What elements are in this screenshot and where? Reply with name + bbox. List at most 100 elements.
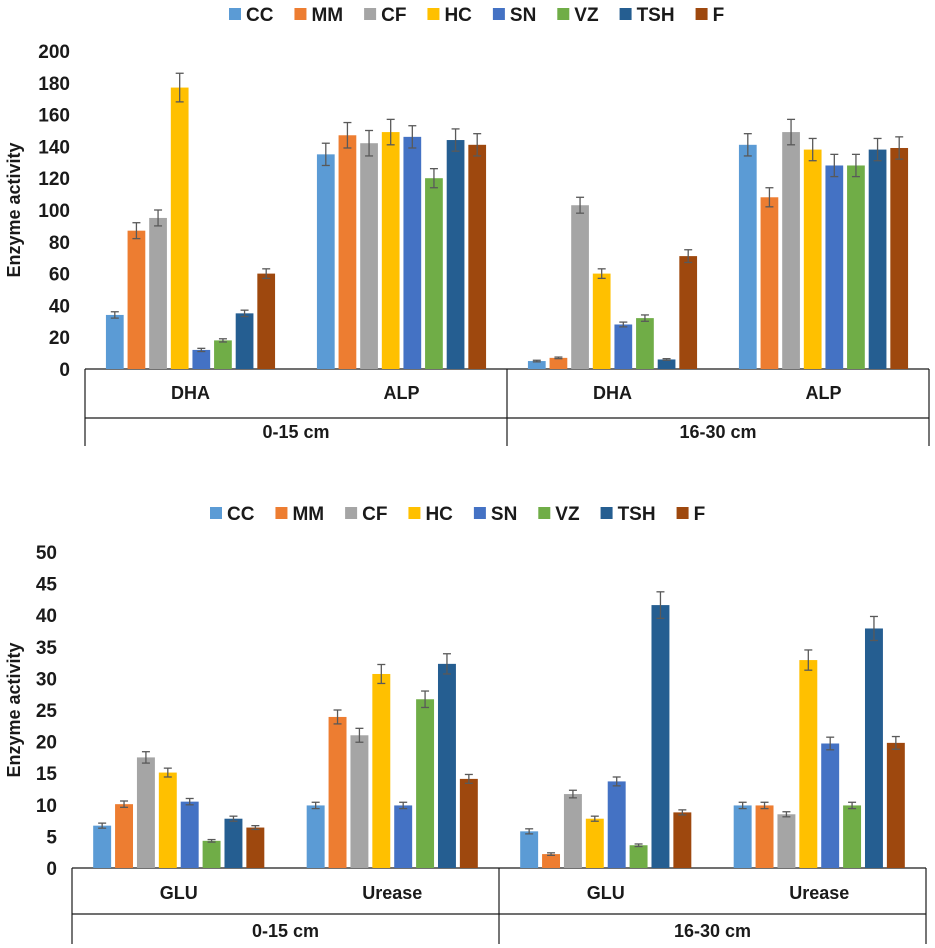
legend-swatch-mm: [275, 507, 288, 519]
bar-tsh: [235, 313, 254, 369]
legend-swatch-hc: [408, 507, 421, 519]
legend-label-f: F: [713, 5, 725, 26]
bar-f: [673, 812, 692, 868]
bar-vz: [416, 699, 435, 868]
legend-swatch-vz: [538, 507, 551, 519]
y-tick-label: 0: [46, 859, 57, 880]
legend-swatch-hc: [427, 8, 440, 20]
bar-hc: [158, 772, 177, 868]
y-axis-title: Enzyme activity: [4, 142, 24, 277]
bar-tsh: [864, 628, 883, 868]
legend-swatch-sn: [473, 507, 486, 519]
legend-label-hc: HC: [444, 5, 472, 26]
legend-label-mm: MM: [311, 5, 343, 26]
legend-swatch-cf: [364, 8, 377, 20]
bar-cf: [149, 217, 167, 369]
bar-f: [890, 147, 909, 369]
legend: CC MM CF HC SN VZ TSH F: [229, 5, 724, 26]
y-tick-label: 50: [36, 543, 57, 564]
bar-f: [886, 742, 905, 868]
y-tick-label: 30: [36, 669, 57, 690]
y-tick-label: 120: [38, 169, 70, 190]
legend-label-vz: VZ: [574, 5, 599, 26]
group-label: 16-30 cm: [679, 422, 756, 442]
legend: CC MM CF HC SN VZ TSH F: [210, 504, 705, 525]
legend-swatch-mm: [294, 8, 307, 20]
category-label: ALP: [384, 383, 420, 403]
bar-cc: [738, 144, 757, 369]
bar-tsh: [651, 605, 670, 868]
bar-cc: [105, 314, 124, 369]
bar-hc: [170, 87, 189, 369]
legend-swatch-f: [676, 507, 689, 519]
category-label: GLU: [160, 883, 198, 903]
bar-sn: [614, 324, 633, 369]
y-tick-label: 20: [49, 328, 70, 349]
bar-vz: [214, 340, 232, 369]
category-label: Urease: [789, 883, 849, 903]
legend-label-cc: CC: [246, 5, 274, 26]
y-tick-label: 5: [46, 827, 57, 848]
chart-1: CC MM CF HC SN VZ TSH F Enzyme activity 0 20 40 60 80…: [4, 5, 930, 446]
bar-cf: [563, 794, 582, 868]
legend-swatch-tsh: [619, 8, 632, 20]
legend-swatch-f: [695, 8, 708, 20]
legend-swatch-sn: [492, 8, 505, 20]
bar-hc: [381, 132, 400, 369]
bar-cc: [520, 831, 539, 868]
bar-hc: [803, 149, 822, 369]
bar-f: [257, 273, 276, 369]
legend-label-hc: HC: [425, 504, 453, 525]
bar-mm: [328, 716, 347, 868]
bar-mm: [338, 135, 357, 369]
bar-sn: [607, 781, 626, 868]
bar-vz: [202, 840, 221, 868]
bar-tsh: [437, 663, 456, 868]
legend-label-sn: SN: [491, 504, 517, 525]
bar-sn: [825, 165, 844, 369]
bar-hc: [585, 818, 604, 868]
bar-sn: [821, 743, 840, 868]
y-tick-label: 0: [59, 360, 70, 381]
bar-cf: [350, 735, 369, 868]
bar-cf: [571, 205, 589, 369]
bar-cf: [136, 757, 155, 868]
group-label: 16-30 cm: [674, 921, 751, 941]
legend-label-tsh: TSH: [618, 504, 656, 525]
y-tick-label: 25: [36, 701, 58, 722]
bar-cc: [316, 154, 335, 369]
legend-label-cc: CC: [227, 504, 255, 525]
y-tick-label: 20: [36, 733, 57, 754]
bar-cf: [777, 814, 796, 868]
bar-vz: [843, 805, 862, 868]
legend-swatch-tsh: [600, 507, 613, 519]
legend-label-cf: CF: [381, 5, 406, 26]
legend-swatch-cc: [210, 507, 222, 519]
bar-cc: [306, 805, 325, 868]
bar-f: [679, 256, 698, 369]
y-tick-label: 15: [36, 764, 58, 785]
y-tick-label: 180: [38, 74, 70, 95]
bar-vz: [847, 165, 865, 369]
bar-sn: [180, 801, 199, 868]
y-tick-label: 140: [38, 137, 70, 158]
legend-label-sn: SN: [510, 5, 536, 26]
bar-f: [468, 144, 487, 369]
legend-label-mm: MM: [292, 504, 324, 525]
bar-cc: [733, 805, 752, 868]
bar-hc: [799, 660, 818, 868]
bar-cf: [782, 132, 800, 369]
group-label: 0-15 cm: [262, 422, 329, 442]
bar-vz: [425, 178, 443, 369]
category-label: DHA: [171, 383, 210, 403]
bar-vz: [629, 845, 648, 868]
legend-label-f: F: [694, 504, 706, 525]
bar-mm: [755, 805, 774, 868]
y-tick-label: 100: [38, 201, 70, 222]
y-tick-label: 40: [36, 606, 57, 627]
y-tick-label: 10: [36, 796, 57, 817]
bar-tsh: [868, 149, 887, 369]
y-tick-label: 45: [36, 575, 58, 596]
bar-sn: [394, 805, 413, 868]
bar-hc: [592, 273, 611, 369]
